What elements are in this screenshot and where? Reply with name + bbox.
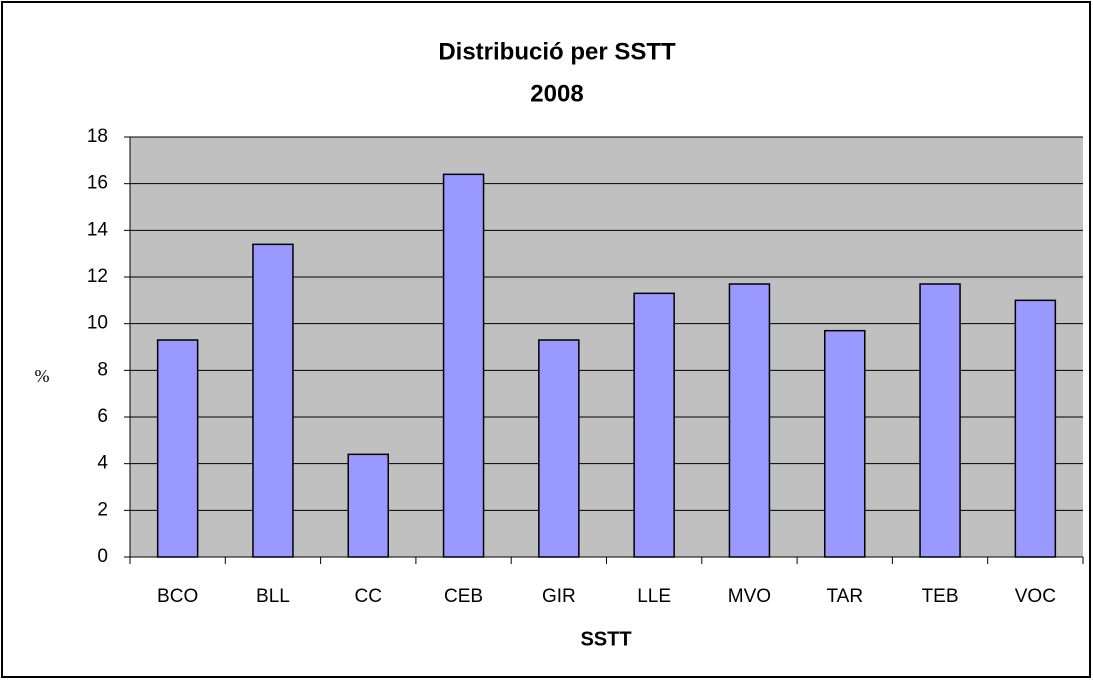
y-tick-label: 2 [97, 499, 108, 520]
bar [919, 283, 961, 558]
y-tick-label: 6 [97, 406, 108, 427]
bar [1014, 299, 1057, 558]
y-tick-label: 4 [97, 453, 108, 474]
bar [156, 339, 199, 558]
x-tick-label: LLE [637, 586, 671, 607]
bar [728, 283, 771, 558]
x-tick-label: GIR [542, 586, 576, 607]
y-tick-label: 16 [87, 173, 108, 194]
y-tick-label: 14 [87, 219, 109, 240]
chart-subtitle: 2008 [530, 80, 583, 107]
x-tick-label: BCO [157, 586, 198, 607]
y-axis-label: % [35, 366, 50, 386]
x-tick-label: MVO [728, 586, 771, 607]
bar [538, 339, 580, 558]
x-tick-label: VOC [1015, 586, 1056, 607]
y-tick-label: 18 [87, 126, 108, 147]
x-tick-label: CEB [444, 586, 483, 607]
bar [824, 329, 866, 558]
y-tick-label: 8 [97, 359, 108, 380]
y-tick-label: 12 [87, 266, 108, 287]
bar [442, 173, 485, 558]
x-tick-label: TEB [922, 586, 959, 607]
x-tick-label: BLL [256, 586, 290, 607]
bar [347, 453, 389, 558]
y-tick-label: 0 [97, 546, 108, 567]
x-axis-label: SSTT [580, 628, 631, 650]
bar [633, 292, 675, 558]
x-tick-label: TAR [826, 586, 863, 607]
chart-title: Distribució per SSTT [438, 38, 676, 65]
y-tick-label: 10 [87, 313, 108, 334]
bar [252, 243, 294, 558]
x-tick-label: CC [355, 586, 382, 607]
